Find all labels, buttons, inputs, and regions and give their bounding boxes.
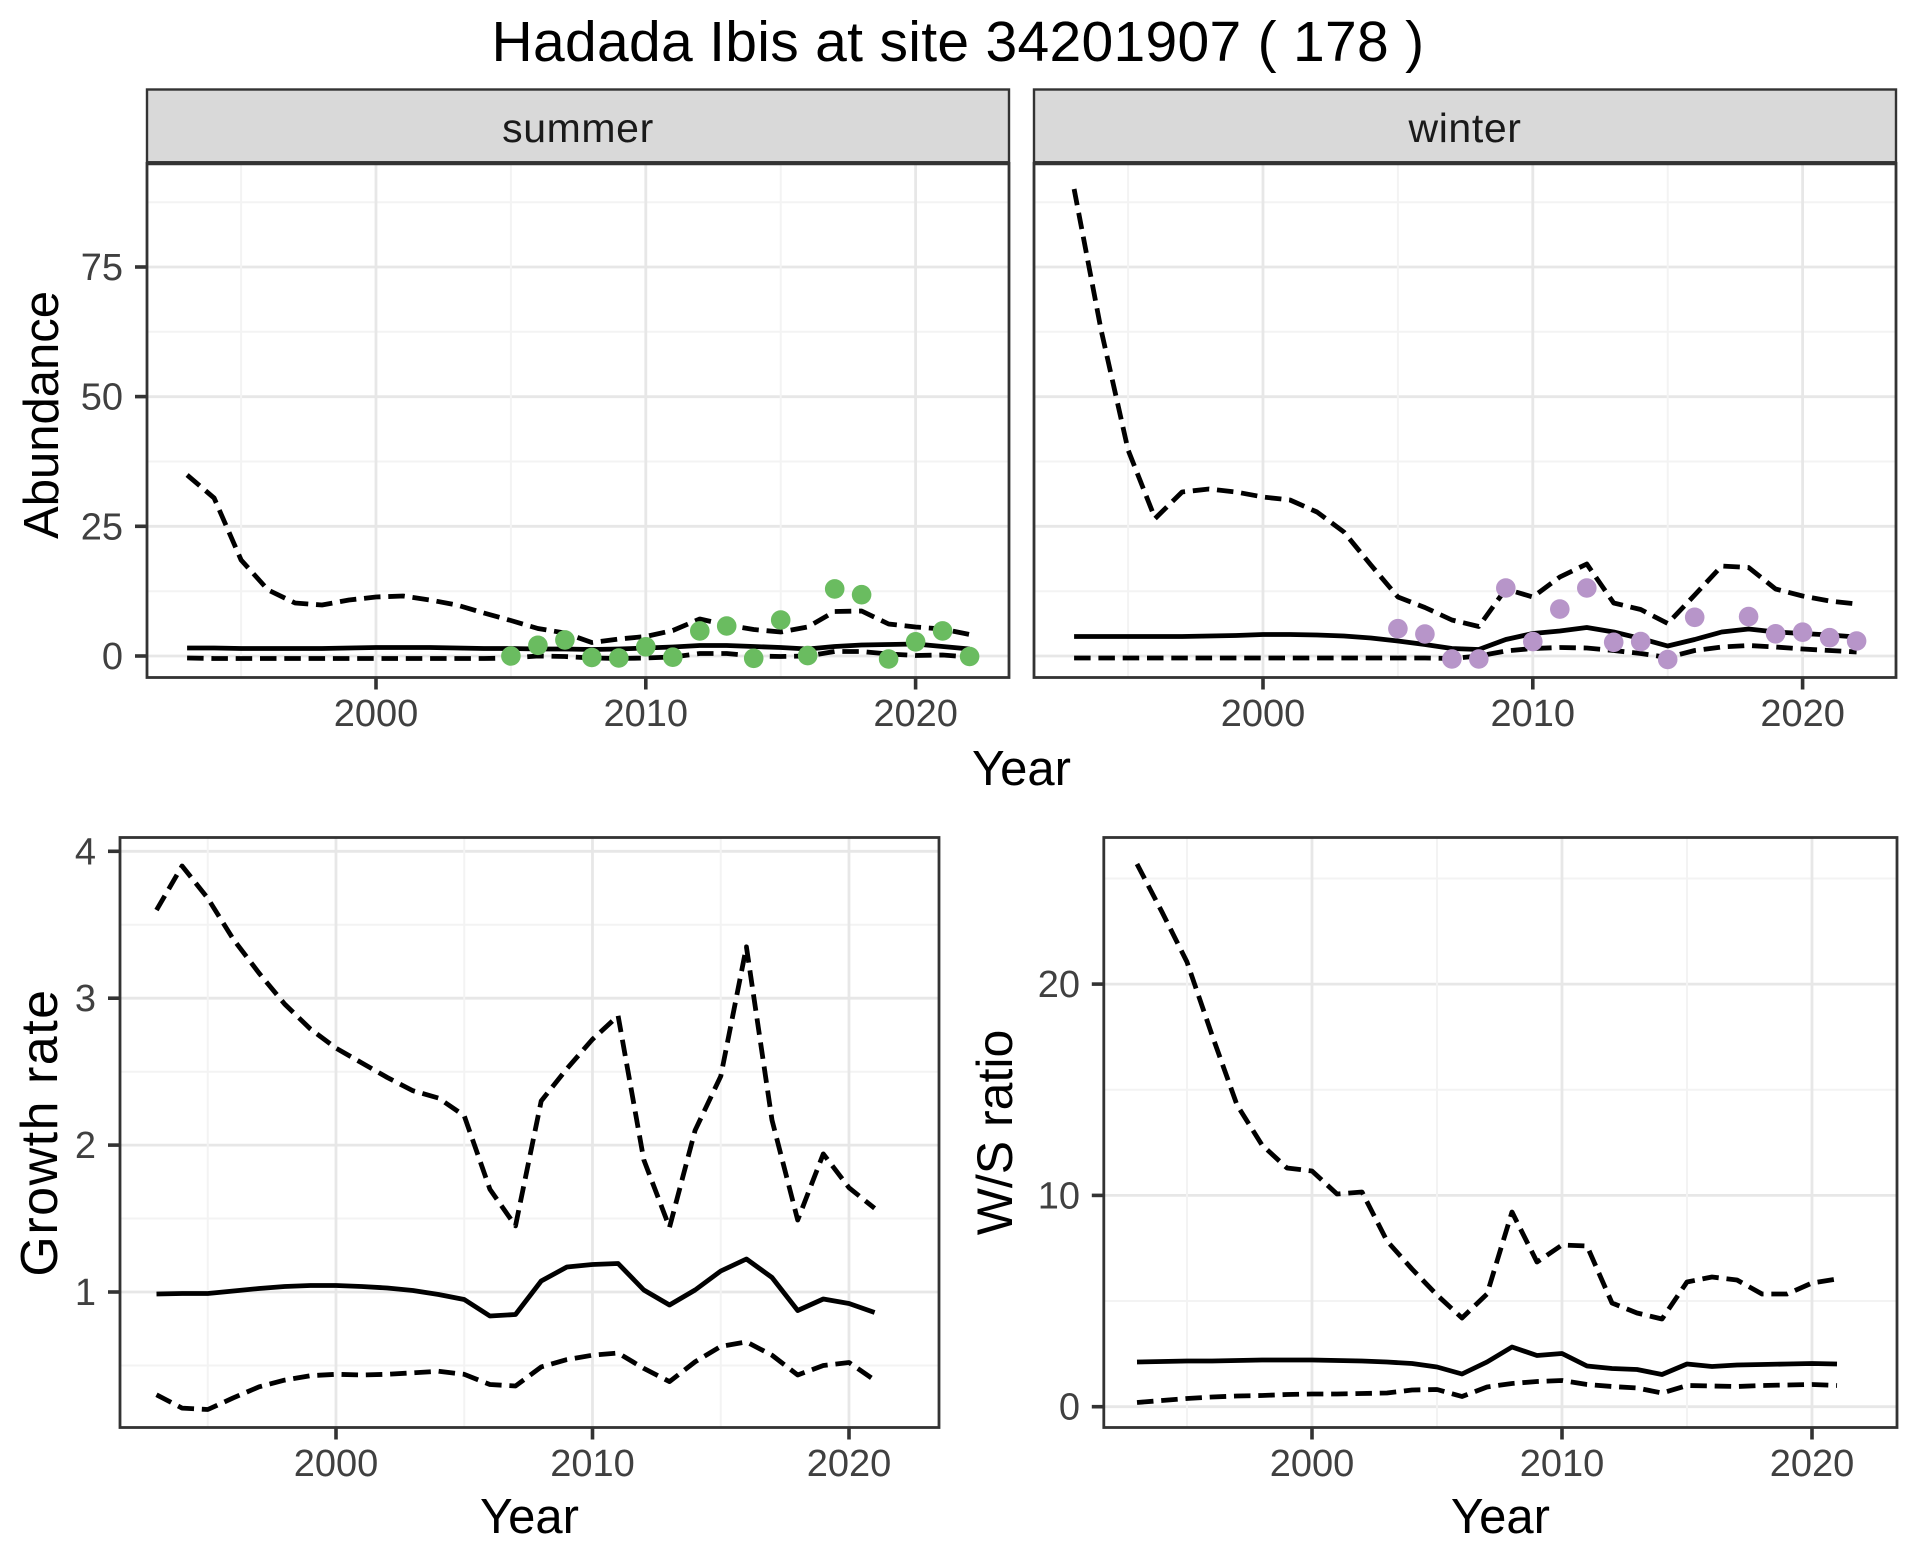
svg-text:winter: winter (1408, 105, 1522, 151)
svg-text:4: 4 (75, 831, 96, 873)
svg-text:25: 25 (81, 506, 123, 548)
svg-text:1: 1 (75, 1272, 96, 1314)
svg-text:Hadada Ibis at site 34201907 (: Hadada Ibis at site 34201907 ( 178 ) (492, 10, 1425, 74)
svg-text:2010: 2010 (1520, 1443, 1605, 1485)
svg-text:2000: 2000 (1221, 693, 1306, 735)
svg-text:20: 20 (1038, 964, 1080, 1006)
svg-text:Abundance: Abundance (15, 291, 69, 539)
svg-text:2: 2 (75, 1125, 96, 1167)
svg-text:0: 0 (1059, 1387, 1080, 1429)
svg-text:Year: Year (972, 742, 1071, 796)
svg-text:0: 0 (102, 636, 123, 678)
svg-text:75: 75 (81, 247, 123, 289)
svg-text:3: 3 (75, 978, 96, 1020)
svg-text:Year: Year (480, 1490, 579, 1544)
svg-text:summer: summer (502, 105, 654, 151)
svg-text:W/S ratio: W/S ratio (967, 1030, 1023, 1236)
svg-text:2000: 2000 (294, 1443, 379, 1485)
svg-text:2020: 2020 (1760, 693, 1845, 735)
svg-text:2010: 2010 (550, 1443, 635, 1485)
svg-text:2020: 2020 (1770, 1443, 1855, 1485)
svg-text:10: 10 (1038, 1175, 1080, 1217)
svg-text:2000: 2000 (334, 693, 419, 735)
svg-text:2010: 2010 (604, 693, 689, 735)
svg-text:2020: 2020 (807, 1443, 892, 1485)
svg-text:2000: 2000 (1270, 1443, 1355, 1485)
svg-text:50: 50 (81, 377, 123, 419)
svg-text:Growth rate: Growth rate (11, 988, 69, 1276)
svg-text:2020: 2020 (873, 693, 958, 735)
svg-text:Year: Year (1451, 1490, 1550, 1544)
svg-text:2010: 2010 (1491, 693, 1576, 735)
